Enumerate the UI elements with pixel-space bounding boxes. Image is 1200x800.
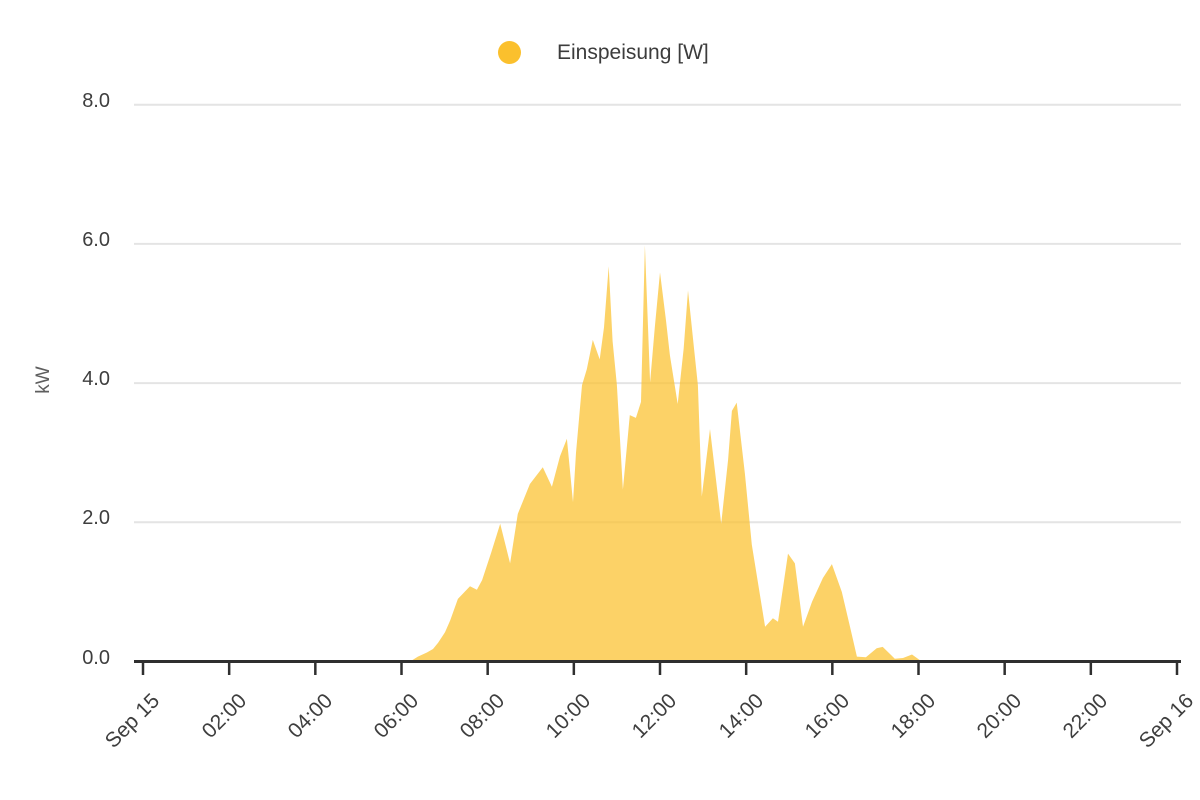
y-tick-label: 0.0 [82,646,110,669]
y-tick-label: 8.0 [82,89,110,112]
chart-legend[interactable]: Einspeisung [W] [498,41,709,64]
legend-series-label[interactable]: Einspeisung [W] [557,41,709,64]
y-tick-label: 2.0 [82,507,110,530]
y-tick-label: 4.0 [82,368,110,391]
series-area-einspeisung [410,245,930,662]
y-tick-label: 6.0 [82,228,110,251]
legend-series-dot[interactable] [498,41,521,64]
